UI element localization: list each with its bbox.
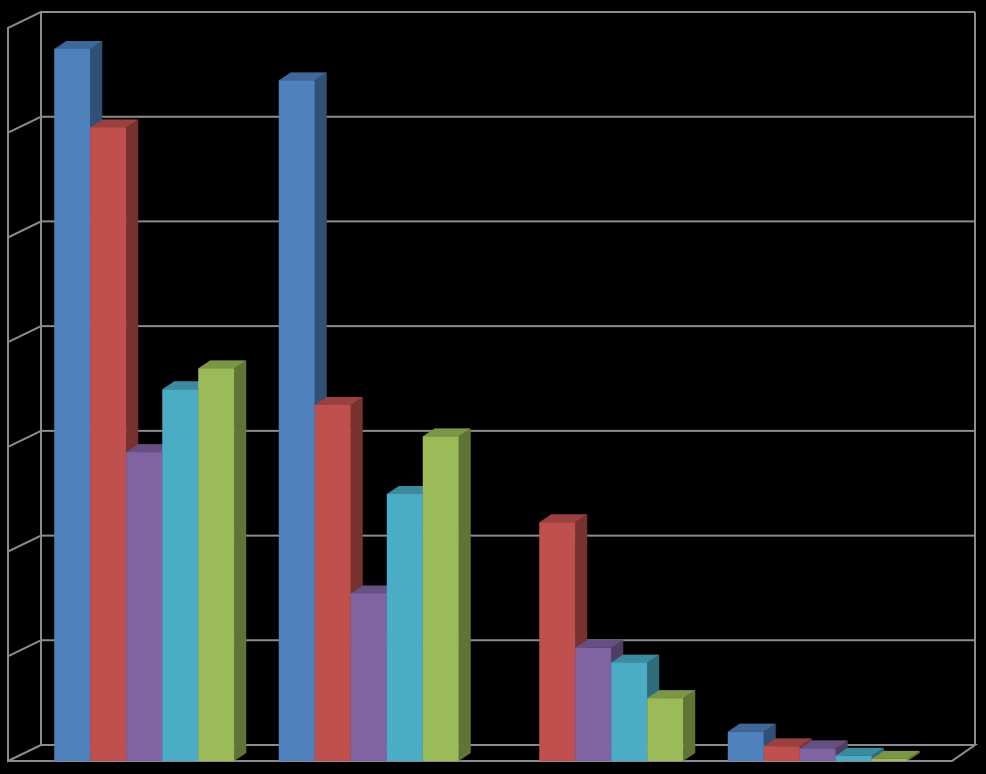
gridline (7, 115, 975, 134)
bar-top (575, 639, 624, 648)
bar-front (126, 452, 163, 761)
bar-front (314, 404, 351, 761)
bar-top (278, 72, 327, 81)
bar-top (871, 750, 920, 759)
bar-top (539, 514, 588, 523)
bar-front (727, 731, 764, 761)
bar-side (458, 428, 471, 761)
bar (871, 750, 920, 761)
bar-side (907, 750, 920, 761)
bar (727, 723, 776, 761)
gridline (7, 220, 975, 239)
bar-front (763, 746, 800, 761)
gridlines (7, 115, 975, 658)
bar-top (90, 119, 139, 128)
bar-top (647, 690, 696, 699)
bar-front (835, 755, 872, 761)
bar (198, 360, 247, 761)
bars (54, 40, 920, 762)
bar-front (350, 593, 387, 761)
bar-front (54, 48, 91, 761)
bar-front (386, 493, 423, 761)
bar-top (763, 738, 812, 747)
gridline (7, 325, 975, 344)
bar-front (162, 389, 199, 761)
gridline (7, 639, 975, 658)
bar-top (611, 654, 660, 663)
bar-side (683, 690, 696, 761)
bar-front (90, 127, 127, 761)
bar-front (198, 368, 235, 761)
gridline (7, 534, 975, 553)
bar-front (647, 698, 684, 761)
bar-top (54, 40, 103, 49)
bar-side (234, 360, 247, 761)
bar-top (422, 428, 471, 437)
bar-top (314, 396, 363, 405)
bar-top (198, 360, 247, 369)
bar (647, 690, 696, 761)
gridline (7, 429, 975, 448)
bar-front (871, 758, 908, 761)
bar-front (422, 436, 459, 761)
bar-front (611, 662, 648, 761)
bar (422, 428, 471, 761)
bar-front (575, 647, 612, 761)
bar-front (278, 80, 315, 762)
bar-top (799, 740, 848, 749)
bar-front (799, 748, 836, 761)
bar-top (727, 723, 776, 732)
bar-front (539, 522, 576, 761)
bar-top (835, 747, 884, 756)
